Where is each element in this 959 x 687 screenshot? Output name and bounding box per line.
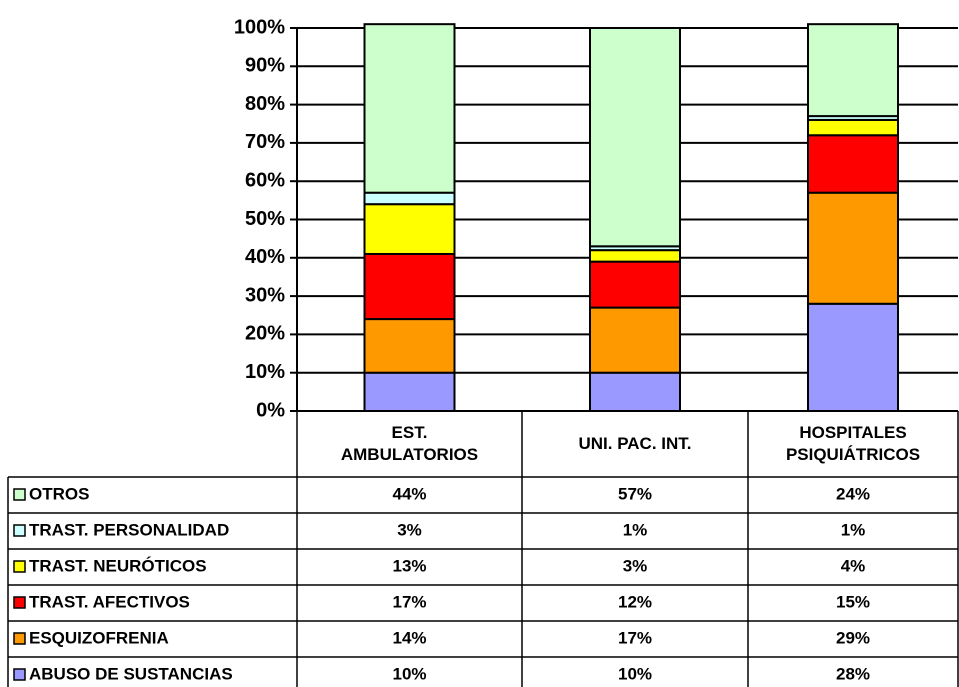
- category-label: UNI. PAC. INT.: [578, 434, 692, 453]
- bar-segment: [363, 203, 456, 255]
- legend-swatch: [13, 632, 26, 645]
- legend-label: TRAST. AFECTIVOS: [29, 592, 190, 611]
- value-label: 10%: [618, 664, 652, 683]
- category-label: EST. AMBULATORIOS: [340, 423, 479, 464]
- value-label: 57%: [618, 484, 652, 503]
- y-tick-label: 0%: [256, 399, 285, 421]
- legend-swatch: [13, 560, 26, 573]
- y-tick-label: 20%: [245, 323, 285, 345]
- y-tick-label: 10%: [245, 361, 285, 383]
- legend-swatch: [13, 524, 26, 537]
- y-tick-label: 30%: [245, 284, 285, 306]
- y-tick-label: 80%: [245, 93, 285, 115]
- value-label: 1%: [623, 520, 648, 539]
- y-tick-label: 90%: [245, 55, 285, 77]
- y-tick-label: 60%: [245, 169, 285, 191]
- value-label: 3%: [397, 520, 422, 539]
- legend-label: ESQUIZOFRENIA: [29, 628, 169, 647]
- bar-segment: [589, 371, 681, 413]
- legend-swatch: [13, 488, 26, 501]
- legend-label: ABUSO DE SUSTANCIAS: [29, 664, 233, 683]
- value-label: 17%: [618, 628, 652, 647]
- bar-segment: [363, 191, 456, 206]
- legend-swatch: [13, 596, 26, 609]
- bar-segment: [589, 27, 681, 248]
- y-tick-label: 50%: [245, 208, 285, 230]
- value-label: 29%: [836, 628, 870, 647]
- bar-segment: [807, 302, 899, 413]
- value-label: 12%: [618, 592, 652, 611]
- y-tick-label: 70%: [245, 131, 285, 153]
- legend-label: OTROS: [29, 484, 89, 503]
- value-label: 28%: [836, 664, 870, 683]
- bar-segment: [807, 118, 899, 137]
- value-label: 1%: [841, 520, 866, 539]
- bar-segment: [807, 23, 899, 118]
- value-label: 15%: [836, 592, 870, 611]
- bar-segment: [589, 260, 681, 309]
- bar-segment: [589, 249, 681, 263]
- bar-segment: [589, 306, 681, 374]
- bar-segment: [363, 371, 456, 413]
- value-label: 17%: [392, 592, 426, 611]
- y-tick-label: 100%: [234, 16, 285, 38]
- column-header: UNI. PAC. INT.: [522, 411, 748, 477]
- value-label: 3%: [623, 556, 648, 575]
- value-label: 24%: [836, 484, 870, 503]
- category-label: HOSPITALES PSIQUIÁTRICOS: [785, 423, 921, 464]
- bar-segment: [807, 191, 899, 305]
- bar-segment: [363, 318, 456, 374]
- legend-swatch: [13, 668, 26, 681]
- value-label: 44%: [392, 484, 426, 503]
- bar-segment: [807, 134, 899, 194]
- bar-segment: [363, 23, 456, 194]
- value-label: 10%: [392, 664, 426, 683]
- column-header: EST. AMBULATORIOS: [297, 411, 522, 477]
- value-label: 4%: [841, 556, 866, 575]
- y-tick-label: 40%: [245, 246, 285, 268]
- value-label: 13%: [392, 556, 426, 575]
- column-header: HOSPITALES PSIQUIÁTRICOS: [748, 411, 958, 477]
- legend-label: TRAST. PERSONALIDAD: [29, 520, 229, 539]
- legend-label: TRAST. NEURÓTICOS: [29, 556, 207, 575]
- value-label: 14%: [392, 628, 426, 647]
- bar-segment: [363, 252, 456, 321]
